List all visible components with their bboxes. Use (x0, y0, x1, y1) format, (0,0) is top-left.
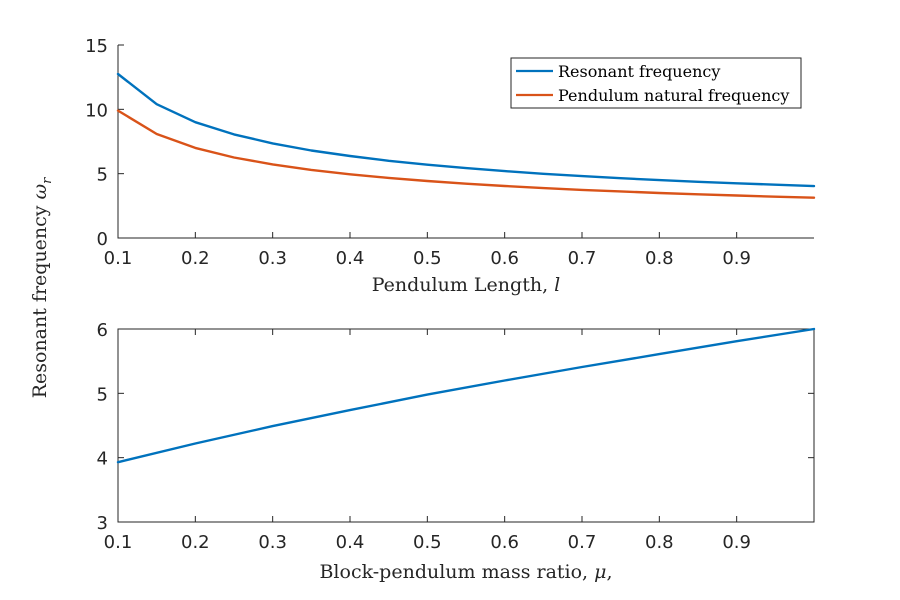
x-tick-label: 0.8 (645, 532, 674, 553)
bottom-x-axis-label-comma: , (606, 561, 612, 583)
x-tick-label: 0.9 (722, 248, 751, 269)
y-tick-label: 4 (97, 449, 108, 470)
y-axis-label-text: Resonant frequency (29, 199, 51, 398)
x-tick-label: 0.8 (645, 248, 674, 269)
resonant-frequency-vs-mass-ratio-plot: 0.1 0.2 0.3 0.4 0.5 0.6 0.7 0.8 0.9 3 4 5 6 (97, 320, 816, 553)
series-line-pendulum-natural-frequency (116, 109, 816, 199)
x-tick-label: 0.4 (336, 248, 365, 269)
resonant-frequency-vs-length-plot: 0.1 0.2 0.3 0.4 0.5 0.6 0.7 0.8 0.9 0 5 10 15 (85, 36, 816, 269)
series-line-resonant-frequency (116, 72, 816, 188)
x-tick-label: 0.1 (104, 532, 133, 553)
y-tick-label: 10 (85, 100, 108, 121)
x-tick-label: 0.6 (490, 248, 519, 269)
x-tick-label: 0.9 (722, 532, 751, 553)
y-tick-label: 5 (97, 384, 108, 405)
y-tick-label: 5 (97, 165, 108, 186)
axes-box (117, 328, 815, 523)
x-tick-label: 0.7 (568, 532, 597, 553)
series-line-series-0 (116, 327, 816, 464)
y-axis-label-subscript: r (40, 177, 55, 184)
legend: Resonant frequency Pendulum natural freq… (510, 57, 802, 109)
y-tick-label: 0 (97, 229, 108, 250)
bottom-x-axis-label-symbol: μ (594, 561, 606, 583)
x-tick-label: 0.5 (413, 532, 442, 553)
y-axis-label: Resonant frequency ωr (29, 177, 55, 398)
x-tick-label: 0.6 (490, 532, 519, 553)
legend-entry-resonant-frequency: Resonant frequency (558, 62, 720, 81)
bottom-x-axis-label: Block-pendulum mass ratio, μ, (319, 561, 612, 583)
x-tick-label: 0.4 (336, 532, 365, 553)
x-tick-label: 0.7 (568, 248, 597, 269)
bottom-x-axis-label-text: Block-pendulum mass ratio, (319, 561, 594, 583)
x-tick-label: 0.5 (413, 248, 442, 269)
legend-entry-pendulum-natural-frequency: Pendulum natural frequency (558, 86, 789, 105)
x-tick-label: 0.3 (258, 248, 287, 269)
y-tick-label: 15 (85, 36, 108, 57)
y-tick-label: 3 (97, 513, 108, 534)
legend-box (510, 57, 802, 109)
y-axis-label-symbol: ω (29, 184, 51, 200)
x-tick-label: 0.3 (258, 532, 287, 553)
x-tick-label: 0.2 (181, 248, 210, 269)
top-x-axis-label: Pendulum Length, l (372, 274, 560, 296)
y-tick-label: 6 (97, 320, 108, 341)
top-x-axis-label-symbol: l (554, 274, 560, 296)
x-tick-label: 0.2 (181, 532, 210, 553)
x-tick-label: 0.1 (104, 248, 133, 269)
top-x-axis-label-text: Pendulum Length, (372, 274, 554, 296)
